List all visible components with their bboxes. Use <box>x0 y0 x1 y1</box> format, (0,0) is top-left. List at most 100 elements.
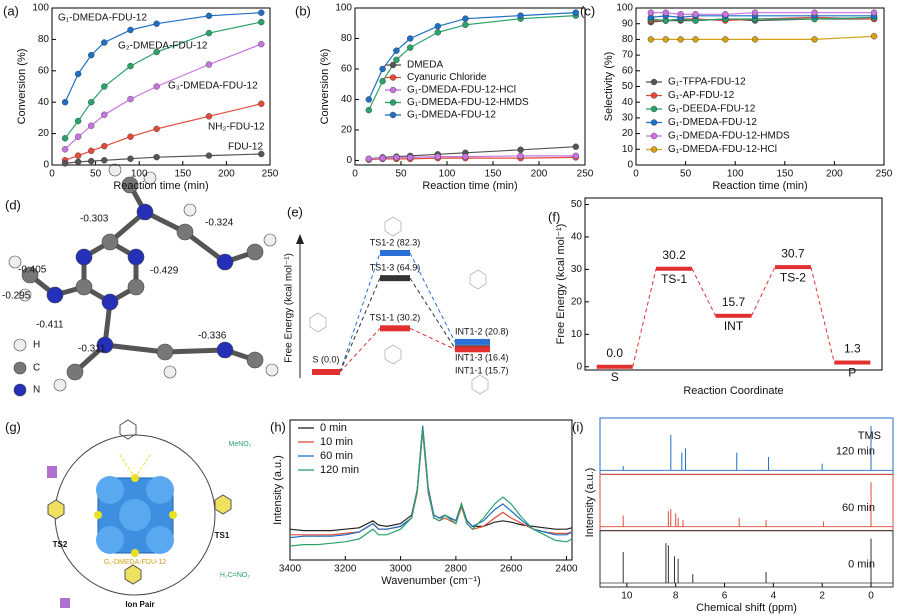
data-point <box>393 47 400 54</box>
data-point <box>205 61 213 68</box>
y-tick-label: 100 <box>32 3 49 14</box>
x-axis-title: Wavenumber (cm⁻¹) <box>381 575 481 587</box>
energy-level <box>380 275 410 282</box>
series-label: G₃-DMEDA-FDU-12 <box>168 81 258 92</box>
data-point <box>88 51 95 59</box>
energy-level <box>656 266 693 271</box>
x-tick-label: 0 <box>633 169 639 180</box>
charge-label: -0.405 <box>18 265 47 276</box>
y-tick-label: 60 <box>38 65 50 76</box>
legend-label: G₁-DMEDA-FDU-12-HCl <box>668 144 777 155</box>
data-point <box>662 36 669 43</box>
x-tick-label: 2800 <box>445 564 468 575</box>
panel-label: (f) <box>548 209 560 224</box>
data-point <box>811 9 818 16</box>
legend-label: 120 min <box>320 464 359 476</box>
data-point <box>365 106 372 114</box>
level-label: INT1-2 (20.8) <box>455 326 509 336</box>
data-point <box>258 9 265 16</box>
data-point <box>88 157 95 165</box>
x-tick-label: 250 <box>262 169 279 180</box>
connector <box>339 327 381 373</box>
level-name: TS-2 <box>780 270 806 284</box>
y-tick-label: 100 <box>335 3 352 14</box>
data-point <box>101 83 108 90</box>
legend-marker <box>389 86 397 94</box>
data-point <box>870 9 878 16</box>
panel-label: (e) <box>287 204 303 219</box>
series-label: NH₂-FDU-12 <box>208 122 265 133</box>
data-point <box>74 70 82 78</box>
data-point <box>61 146 69 153</box>
value-label: 30.7 <box>781 246 805 260</box>
x-tick-label: 0 <box>868 591 874 602</box>
y-tick-label: 40 <box>38 97 50 108</box>
scheme-label: G₁-DMEDA-FDU-12 <box>104 559 166 566</box>
scheme-label: TS2 <box>53 540 68 549</box>
y-tick-label: 100 <box>616 3 633 14</box>
data-point <box>393 154 400 161</box>
y-tick-label: 80 <box>38 34 50 45</box>
subplot-frame <box>599 530 894 588</box>
y-axis-title: Free Energy (kcal mol⁻¹) <box>284 253 295 363</box>
y-tick-label: 50 <box>622 81 634 92</box>
y-tick-label: 10 <box>571 329 583 340</box>
x-tick-label: 150 <box>776 169 793 180</box>
data-point <box>153 48 160 56</box>
value-label: 15.7 <box>722 295 746 309</box>
data-point <box>572 152 579 160</box>
x-tick-label: 150 <box>485 169 502 180</box>
scheme-label: Ion Pair <box>125 600 154 609</box>
data-point <box>677 11 684 18</box>
series-line <box>64 21 262 139</box>
data-point <box>88 98 95 106</box>
x-tick-label: 4 <box>771 591 777 602</box>
x-tick-label: 2 <box>819 591 825 602</box>
y-tick-label: 30 <box>571 264 583 275</box>
y-tick-label: 0 <box>576 361 582 372</box>
y-tick-label: 10 <box>622 144 634 155</box>
data-point <box>434 23 441 30</box>
data-point <box>101 157 108 164</box>
panel-label: (b) <box>295 3 311 18</box>
energy-level <box>596 364 633 369</box>
charge-label: -0.324 <box>205 218 234 229</box>
energy-level <box>455 346 490 353</box>
data-point <box>153 83 160 90</box>
data-point <box>127 95 134 103</box>
x-tick-label: 50 <box>680 169 692 180</box>
data-point <box>61 135 69 142</box>
y-tick-label: 0 <box>346 155 352 166</box>
arrowhead <box>296 234 304 244</box>
series-line <box>650 35 875 40</box>
series-line <box>650 15 875 19</box>
x-tick-label: 6 <box>722 591 728 602</box>
data-point <box>572 143 579 150</box>
x-tick-label: 100 <box>439 169 456 180</box>
panel-label: (c) <box>580 3 595 18</box>
legend-label: 60 min <box>320 450 353 462</box>
data-point <box>751 9 759 16</box>
plot-frame <box>289 419 573 561</box>
legend-marker <box>650 105 658 113</box>
x-axis-title: Reaction time (min) <box>113 180 208 192</box>
y-tick-label: 20 <box>571 296 583 307</box>
data-point <box>74 117 82 125</box>
connector <box>632 268 657 367</box>
structure-sketches <box>309 216 489 395</box>
data-point <box>101 39 108 46</box>
data-point <box>379 65 386 73</box>
panel-label: (d) <box>5 197 21 212</box>
energy-level <box>774 265 811 270</box>
y-axis-title: Selectivity (%) <box>603 52 615 122</box>
connector <box>409 327 456 350</box>
y-axis-title: Free Energy (kcal mol⁻¹) <box>555 224 567 345</box>
series-line <box>64 12 262 103</box>
series-label: FDU-12 <box>228 142 263 153</box>
x-tick-label: 50 <box>90 169 102 180</box>
scheme-label: H₂C=NO₂ <box>220 572 250 579</box>
data-point <box>205 29 213 37</box>
series-line <box>368 15 576 111</box>
x-tick-label: 50 <box>395 169 407 180</box>
level-label: INT1-1 (15.7) <box>455 366 509 376</box>
